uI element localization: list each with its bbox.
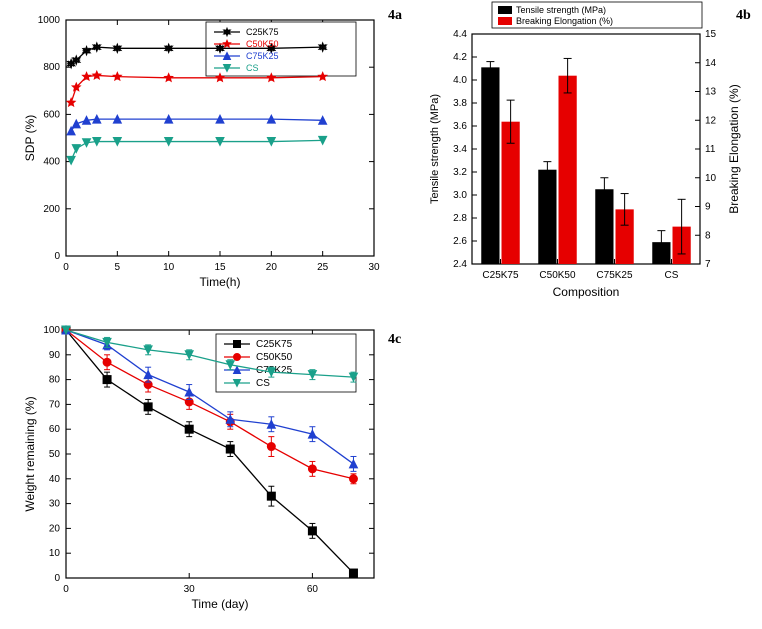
svg-text:15: 15 bbox=[705, 29, 717, 40]
svg-text:10: 10 bbox=[163, 262, 175, 273]
svg-text:3.4: 3.4 bbox=[453, 144, 467, 155]
svg-text:Tensile strength (MPa): Tensile strength (MPa) bbox=[429, 94, 441, 204]
svg-text:0: 0 bbox=[54, 251, 60, 262]
svg-text:4.2: 4.2 bbox=[453, 52, 467, 63]
svg-text:11: 11 bbox=[705, 144, 716, 155]
svg-text:3.6: 3.6 bbox=[453, 121, 467, 132]
svg-text:0: 0 bbox=[63, 262, 69, 273]
svg-text:2.4: 2.4 bbox=[453, 259, 467, 270]
svg-text:25: 25 bbox=[317, 262, 329, 273]
svg-text:4.0: 4.0 bbox=[453, 75, 467, 86]
svg-text:0: 0 bbox=[54, 573, 60, 584]
svg-text:8: 8 bbox=[705, 230, 711, 241]
panel-4c: 0 30 60 0 10 20 30 40 50 60 70 80 90 100 Time (day) Wei… bbox=[8, 320, 388, 620]
svg-text:13: 13 bbox=[705, 87, 717, 98]
svg-text:15: 15 bbox=[214, 262, 226, 273]
svg-text:1000: 1000 bbox=[38, 15, 61, 26]
svg-text:CS: CS bbox=[665, 270, 679, 281]
panel-4b: 2.4 2.6 2.8 3.0 3.2 3.4 3.6 3.8 4.0 4.2 4.4 7 8 9 10 11… bbox=[420, 0, 750, 310]
svg-text:Breaking Elongation (%): Breaking Elongation (%) bbox=[727, 84, 741, 213]
svg-text:Time(h): Time(h) bbox=[200, 275, 241, 289]
svg-text:2.6: 2.6 bbox=[453, 236, 467, 247]
svg-text:90: 90 bbox=[49, 350, 61, 361]
svg-text:C50K50: C50K50 bbox=[256, 352, 293, 363]
svg-text:CS: CS bbox=[246, 63, 259, 73]
svg-text:3.2: 3.2 bbox=[453, 167, 467, 178]
svg-text:0: 0 bbox=[63, 584, 69, 595]
svg-text:3.8: 3.8 bbox=[453, 98, 467, 109]
svg-text:Composition: Composition bbox=[553, 285, 620, 299]
svg-text:200: 200 bbox=[43, 204, 60, 215]
svg-text:C25K75: C25K75 bbox=[246, 27, 279, 37]
fig-label-4a: 4a bbox=[388, 8, 402, 24]
svg-text:7: 7 bbox=[705, 259, 711, 270]
svg-text:30: 30 bbox=[184, 584, 196, 595]
svg-text:10: 10 bbox=[705, 173, 717, 184]
svg-text:Breaking Elongation (%): Breaking Elongation (%) bbox=[516, 16, 613, 26]
svg-text:Tensile strength (MPa): Tensile strength (MPa) bbox=[516, 5, 606, 15]
svg-text:60: 60 bbox=[49, 424, 61, 435]
svg-text:5: 5 bbox=[115, 262, 121, 273]
svg-text:20: 20 bbox=[49, 523, 61, 534]
svg-text:3.0: 3.0 bbox=[453, 190, 467, 201]
svg-text:C75K25: C75K25 bbox=[596, 270, 633, 281]
svg-text:40: 40 bbox=[49, 474, 61, 485]
fig-label-4c: 4c bbox=[388, 332, 401, 348]
svg-text:Weight remaining (%): Weight remaining (%) bbox=[23, 396, 37, 511]
svg-text:20: 20 bbox=[266, 262, 278, 273]
svg-text:80: 80 bbox=[49, 375, 61, 386]
svg-text:10: 10 bbox=[49, 548, 61, 559]
svg-text:2.8: 2.8 bbox=[453, 213, 467, 224]
svg-text:C50K50: C50K50 bbox=[539, 270, 576, 281]
svg-text:800: 800 bbox=[43, 62, 60, 73]
svg-text:C25K75: C25K75 bbox=[482, 270, 519, 281]
svg-text:400: 400 bbox=[43, 157, 60, 168]
panel-4a: 0 5 10 15 20 25 30 0 200 400 600 800 1000 Time(h) SDP … bbox=[8, 8, 388, 298]
svg-text:12: 12 bbox=[705, 115, 717, 126]
svg-text:SDP (%): SDP (%) bbox=[23, 115, 37, 161]
svg-text:9: 9 bbox=[705, 202, 711, 213]
svg-text:14: 14 bbox=[705, 58, 717, 69]
svg-text:30: 30 bbox=[49, 499, 61, 510]
svg-text:C25K75: C25K75 bbox=[256, 339, 293, 350]
svg-text:C50K50: C50K50 bbox=[246, 39, 279, 49]
svg-text:50: 50 bbox=[49, 449, 61, 460]
svg-text:70: 70 bbox=[49, 399, 61, 410]
svg-text:Time (day): Time (day) bbox=[192, 597, 249, 611]
svg-text:C75K25: C75K25 bbox=[246, 51, 279, 61]
svg-text:30: 30 bbox=[368, 262, 380, 273]
svg-text:CS: CS bbox=[256, 378, 270, 389]
svg-text:60: 60 bbox=[307, 584, 319, 595]
svg-text:100: 100 bbox=[43, 325, 60, 336]
svg-text:600: 600 bbox=[43, 109, 60, 120]
svg-text:4.4: 4.4 bbox=[453, 29, 467, 40]
